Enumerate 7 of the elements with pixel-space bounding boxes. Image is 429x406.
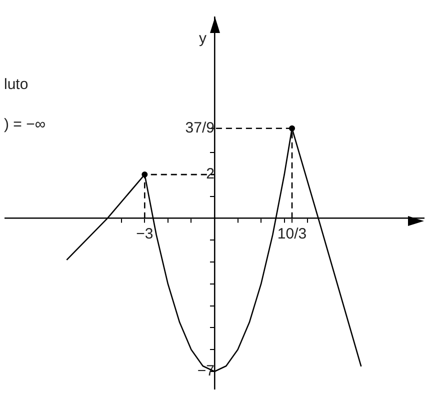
annotation: luto xyxy=(4,76,28,94)
annotation: ) = −∞ xyxy=(4,116,46,134)
y-tick-label: 37/9 xyxy=(185,120,214,137)
y-axis-title: y xyxy=(199,30,207,48)
y-tick-label: −7 xyxy=(197,362,214,380)
x-tick-label: −3 xyxy=(136,225,154,242)
x-tick-label: 10/3 xyxy=(277,225,307,242)
